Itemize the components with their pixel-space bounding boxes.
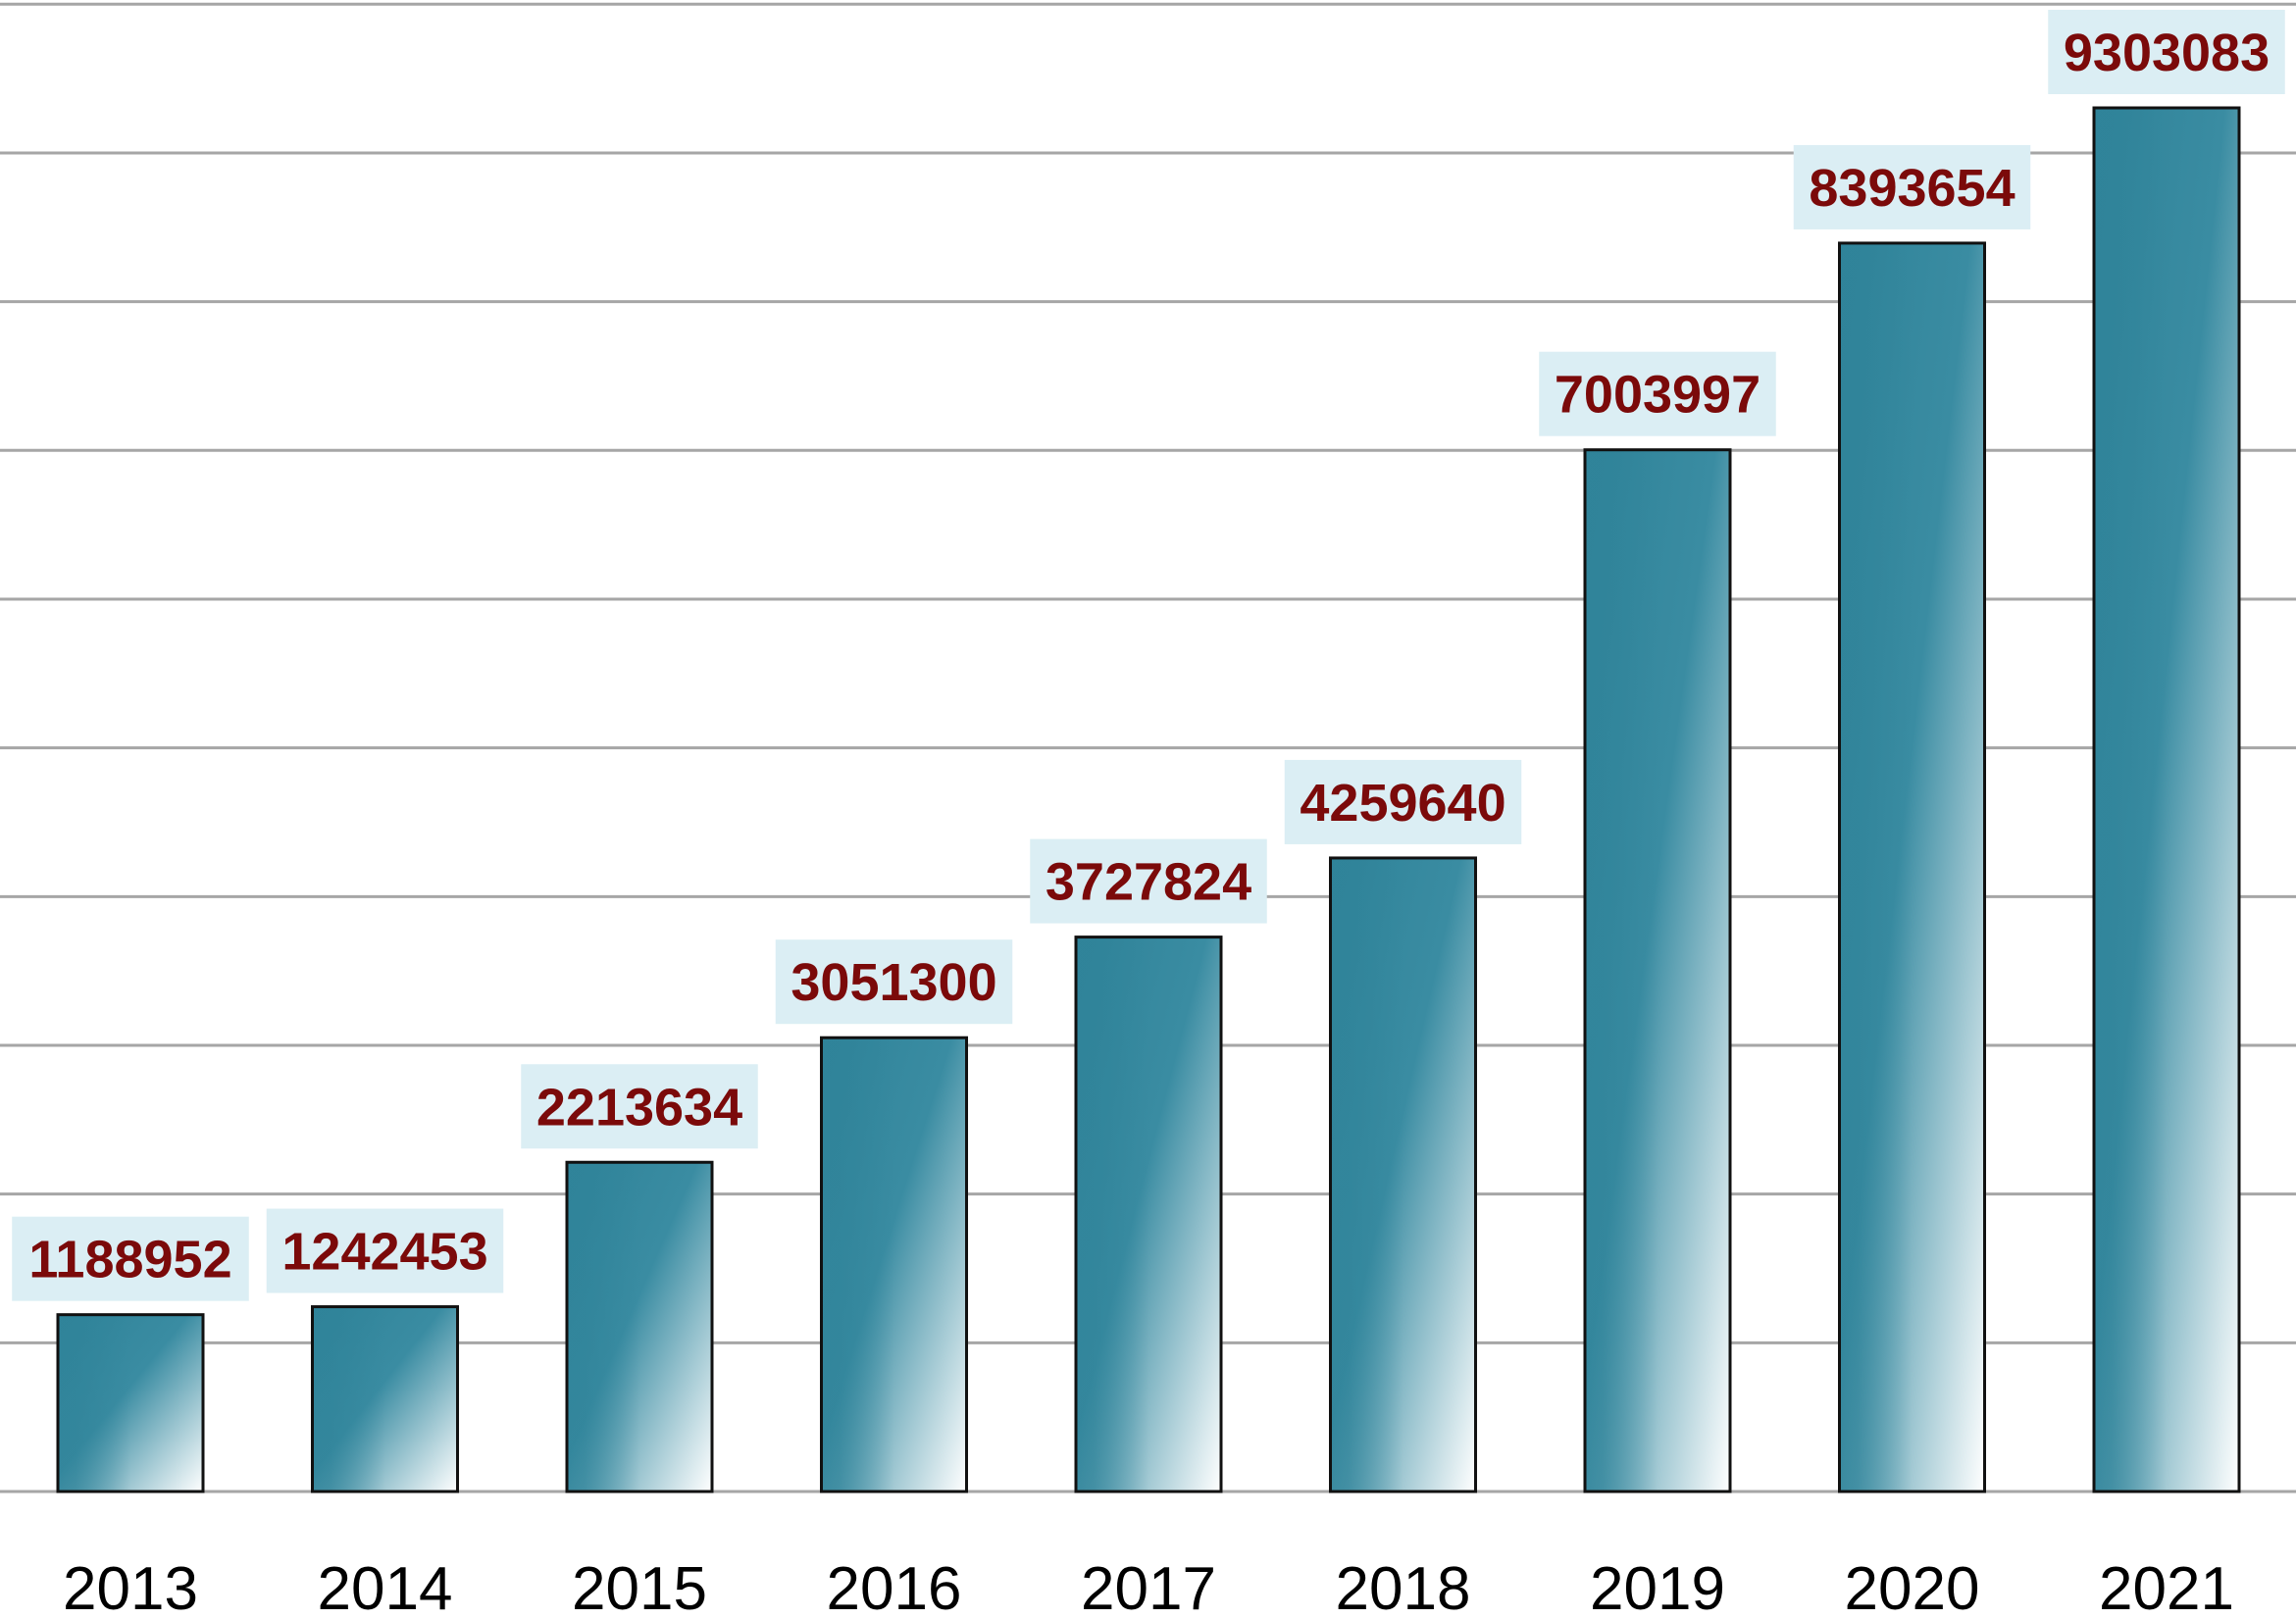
data-label-box-2017 bbox=[1030, 838, 1267, 924]
data-label-2013: 1188952 bbox=[28, 1231, 231, 1290]
bar-2016 bbox=[820, 1036, 968, 1493]
data-label-box-2020 bbox=[1793, 144, 2031, 229]
x-axis-tick-labels: 2013 2014 2015 2016 2017 2018 2019 2020 2021 bbox=[63, 1555, 2234, 1619]
data-label-box-2016 bbox=[775, 939, 1013, 1025]
x-tick-label-2019: 2019 bbox=[1590, 1555, 1725, 1619]
data-labels: 1188952 1242453 2213634 3051300 3727824 42596… bbox=[12, 10, 2285, 1301]
x-tick-label-2014: 2014 bbox=[318, 1555, 453, 1619]
bar-shade-2018 bbox=[1330, 857, 1476, 1492]
x-tick-label-2015: 2015 bbox=[572, 1555, 707, 1619]
data-label-box-2014 bbox=[266, 1208, 504, 1293]
data-label-2014: 1242453 bbox=[281, 1223, 487, 1282]
bar-shade-2019 bbox=[1585, 449, 1730, 1492]
x-tick-label-2020: 2020 bbox=[1845, 1555, 1980, 1619]
bar-shade-2017 bbox=[1076, 936, 1221, 1492]
data-label-2015: 2213634 bbox=[536, 1078, 742, 1137]
bar-shade-2020 bbox=[1839, 242, 1985, 1492]
bar-2020 bbox=[1838, 241, 1986, 1493]
data-label-box-2018 bbox=[1284, 759, 1522, 844]
bar-shade-2021 bbox=[2094, 108, 2239, 1492]
bar-2015 bbox=[565, 1160, 714, 1493]
data-label-2017: 3727824 bbox=[1046, 853, 1251, 912]
data-label-2021: 9303083 bbox=[2064, 24, 2270, 82]
data-label-2018: 4259640 bbox=[1300, 774, 1505, 833]
bar-outline-2020 bbox=[1838, 241, 1986, 1493]
data-label-box-2015 bbox=[521, 1064, 758, 1149]
bar-outline-2016 bbox=[820, 1036, 968, 1493]
bars bbox=[56, 106, 2241, 1493]
x-tick-label-2013: 2013 bbox=[63, 1555, 198, 1619]
x-tick-label-2021: 2021 bbox=[2099, 1555, 2234, 1619]
bar-2019 bbox=[1583, 448, 1732, 1493]
bar-2021 bbox=[2092, 106, 2241, 1493]
bar-shade-2013 bbox=[58, 1314, 203, 1492]
bar-2018 bbox=[1329, 856, 1477, 1493]
data-label-box-2019 bbox=[1539, 351, 1776, 436]
bar-outline-2017 bbox=[1074, 936, 1223, 1493]
bar-outline-2014 bbox=[311, 1305, 459, 1493]
bar-outline-2019 bbox=[1583, 448, 1732, 1493]
bar-outline-2018 bbox=[1329, 856, 1477, 1493]
bar-outline-2021 bbox=[2092, 106, 2241, 1493]
x-tick-label-2018: 2018 bbox=[1336, 1555, 1471, 1619]
data-label-2016: 3051300 bbox=[791, 953, 996, 1012]
bar-shade-2014 bbox=[312, 1306, 458, 1492]
bar-2017 bbox=[1074, 936, 1223, 1493]
x-tick-label-2016: 2016 bbox=[827, 1555, 962, 1619]
bar-shade-2015 bbox=[567, 1162, 712, 1492]
bar-outline-2013 bbox=[56, 1313, 205, 1493]
bar-2013 bbox=[56, 1313, 205, 1493]
x-tick-label-2017: 2017 bbox=[1081, 1555, 1216, 1619]
data-label-box-2013 bbox=[12, 1216, 249, 1301]
data-label-2020: 8393654 bbox=[1809, 159, 2015, 218]
bar-shade-2016 bbox=[821, 1037, 967, 1492]
bar-2014 bbox=[311, 1305, 459, 1493]
bar-outline-2015 bbox=[565, 1160, 714, 1493]
data-label-box-2021 bbox=[2048, 10, 2285, 94]
data-label-2019: 7003997 bbox=[1555, 366, 1760, 425]
